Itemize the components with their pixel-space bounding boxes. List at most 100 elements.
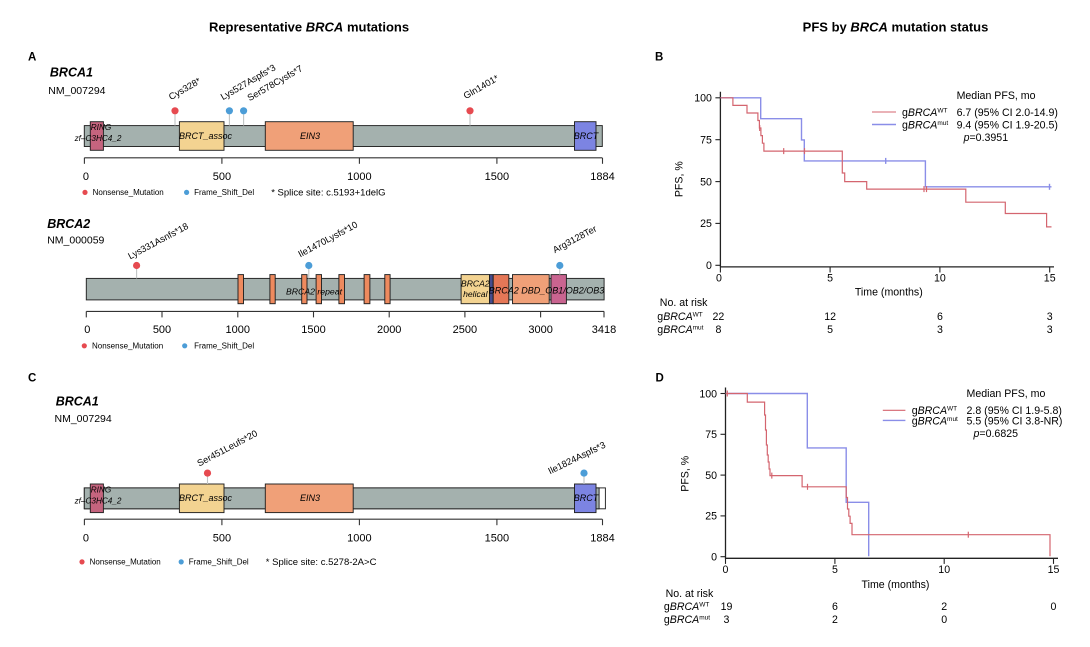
svg-text:p=0.3951: p=0.3951 — [963, 132, 1009, 144]
svg-text:Frame_Shift_Del: Frame_Shift_Del — [194, 342, 254, 351]
svg-text:10: 10 — [938, 564, 950, 576]
svg-text:BRCT_assoc: BRCT_assoc — [179, 131, 233, 141]
svg-text:gBRCAWT: gBRCAWT — [664, 601, 709, 613]
svg-text:5: 5 — [832, 564, 838, 576]
svg-text:NM_000059: NM_000059 — [47, 235, 104, 247]
svg-text:Time (months): Time (months) — [855, 287, 923, 299]
svg-text:PFS by BRCA mutation status: PFS by BRCA mutation status — [803, 20, 989, 35]
svg-text:3: 3 — [724, 614, 730, 626]
svg-text:25: 25 — [705, 511, 717, 523]
svg-text:0: 0 — [723, 564, 729, 576]
svg-text:Frame_Shift_Del: Frame_Shift_Del — [189, 558, 249, 567]
svg-text:1884: 1884 — [590, 171, 614, 183]
svg-text:1000: 1000 — [347, 533, 371, 545]
svg-text:Nonsense_Mutation: Nonsense_Mutation — [92, 342, 163, 351]
svg-text:500: 500 — [213, 171, 231, 183]
svg-text:8: 8 — [715, 324, 721, 336]
svg-text:p=0.6825: p=0.6825 — [973, 428, 1019, 440]
svg-text:2: 2 — [941, 601, 947, 613]
svg-text:BRCA2: BRCA2 — [461, 278, 490, 288]
svg-text:gBRCAmut: gBRCAmut — [664, 614, 710, 626]
svg-text:0: 0 — [84, 324, 90, 336]
svg-text:1500: 1500 — [301, 324, 325, 336]
svg-text:0: 0 — [83, 171, 89, 183]
svg-text:BRCA1: BRCA1 — [56, 395, 99, 409]
svg-text:BRCT: BRCT — [574, 131, 600, 141]
svg-text:1000: 1000 — [347, 171, 371, 183]
svg-text:6: 6 — [832, 601, 838, 613]
svg-text:3: 3 — [1047, 324, 1053, 336]
svg-text:NM_007294: NM_007294 — [48, 85, 105, 97]
svg-text:22: 22 — [713, 311, 725, 323]
svg-text:15: 15 — [1044, 273, 1056, 285]
svg-text:3: 3 — [937, 324, 943, 336]
svg-text:0: 0 — [83, 533, 89, 545]
svg-text:Median PFS, mo: Median PFS, mo — [967, 388, 1046, 400]
svg-text:EIN3: EIN3 — [300, 131, 320, 141]
svg-text:D: D — [656, 373, 664, 385]
svg-text:5: 5 — [827, 324, 833, 336]
svg-text:1500: 1500 — [485, 171, 509, 183]
svg-text:0: 0 — [706, 260, 712, 272]
svg-text:Representative BRCA mutations: Representative BRCA mutations — [209, 20, 409, 35]
svg-text:PFS, %: PFS, % — [680, 455, 692, 491]
svg-text:BRCA2: BRCA2 — [47, 217, 90, 231]
svg-text:C: C — [28, 373, 36, 385]
svg-text:3418: 3418 — [592, 324, 616, 336]
svg-text:1884: 1884 — [590, 533, 614, 545]
svg-text:Nonsense_Mutation: Nonsense_Mutation — [90, 558, 161, 567]
svg-text:100: 100 — [694, 93, 712, 105]
svg-text:75: 75 — [705, 429, 717, 441]
svg-text:9.4 (95% CI 1.9-20.5): 9.4 (95% CI 1.9-20.5) — [957, 119, 1058, 131]
svg-text:100: 100 — [699, 388, 717, 400]
svg-text:B: B — [655, 52, 663, 64]
svg-text:gBRCAmut: gBRCAmut — [657, 324, 703, 336]
svg-text:500: 500 — [153, 324, 171, 336]
svg-text:gBRCAmut: gBRCAmut — [902, 119, 948, 131]
svg-text:2.8 (95% CI 1.9-5.8): 2.8 (95% CI 1.9-5.8) — [967, 405, 1062, 417]
svg-text:gBRCAWT: gBRCAWT — [912, 405, 957, 417]
svg-text:PFS, %: PFS, % — [674, 161, 686, 197]
svg-text:75: 75 — [700, 135, 712, 147]
svg-text:2500: 2500 — [453, 324, 477, 336]
svg-text:helical: helical — [463, 289, 488, 299]
svg-text:gBRCAmut: gBRCAmut — [912, 416, 958, 428]
svg-text:zf–C3HC4_2: zf–C3HC4_2 — [74, 134, 122, 143]
svg-text:Frame_Shift_Del: Frame_Shift_Del — [194, 188, 254, 197]
svg-text:5.5 (95% CI 3.8-NR): 5.5 (95% CI 3.8-NR) — [967, 416, 1063, 428]
svg-text:Time (months): Time (months) — [862, 579, 930, 591]
svg-text:RING: RING — [91, 485, 112, 494]
svg-text:3000: 3000 — [528, 324, 552, 336]
svg-text:No. at risk: No. at risk — [660, 297, 708, 309]
svg-text:1500: 1500 — [485, 533, 509, 545]
svg-text:0: 0 — [941, 614, 947, 626]
svg-text:Nonsense_Mutation: Nonsense_Mutation — [93, 188, 164, 197]
svg-text:2000: 2000 — [377, 324, 401, 336]
svg-text:6: 6 — [937, 311, 943, 323]
svg-text:A: A — [28, 52, 36, 64]
svg-text:BRCT: BRCT — [574, 493, 600, 503]
svg-text:NM_007294: NM_007294 — [55, 413, 112, 425]
svg-text:500: 500 — [213, 533, 231, 545]
svg-text:BRCT_assoc: BRCT_assoc — [179, 493, 233, 503]
svg-text:12: 12 — [824, 311, 836, 323]
svg-text:zf–C3HC4_2: zf–C3HC4_2 — [74, 496, 122, 505]
svg-text:0: 0 — [1051, 601, 1057, 613]
svg-text:gBRCAWT: gBRCAWT — [657, 311, 702, 323]
svg-text:Median PFS, mo: Median PFS, mo — [957, 90, 1036, 102]
svg-text:0: 0 — [711, 552, 717, 564]
svg-text:6.7 (95% CI 2.0-14.9): 6.7 (95% CI 2.0-14.9) — [957, 107, 1058, 119]
svg-text:* Splice site: c.5278-2A>C: * Splice site: c.5278-2A>C — [266, 557, 377, 568]
svg-text:25: 25 — [700, 218, 712, 230]
svg-text:gBRCAWT: gBRCAWT — [902, 107, 947, 119]
svg-text:2: 2 — [832, 614, 838, 626]
svg-text:* Splice site: c.5193+1delG: * Splice site: c.5193+1delG — [271, 188, 385, 199]
svg-text:19: 19 — [721, 601, 733, 613]
svg-text:0: 0 — [716, 273, 722, 285]
svg-text:5: 5 — [827, 273, 833, 285]
svg-text:50: 50 — [705, 470, 717, 482]
svg-text:No. at risk: No. at risk — [666, 588, 714, 600]
svg-text:BRCA1: BRCA1 — [50, 66, 93, 80]
svg-text:BRCA2 repeat: BRCA2 repeat — [286, 286, 343, 296]
svg-text:1000: 1000 — [226, 324, 250, 336]
